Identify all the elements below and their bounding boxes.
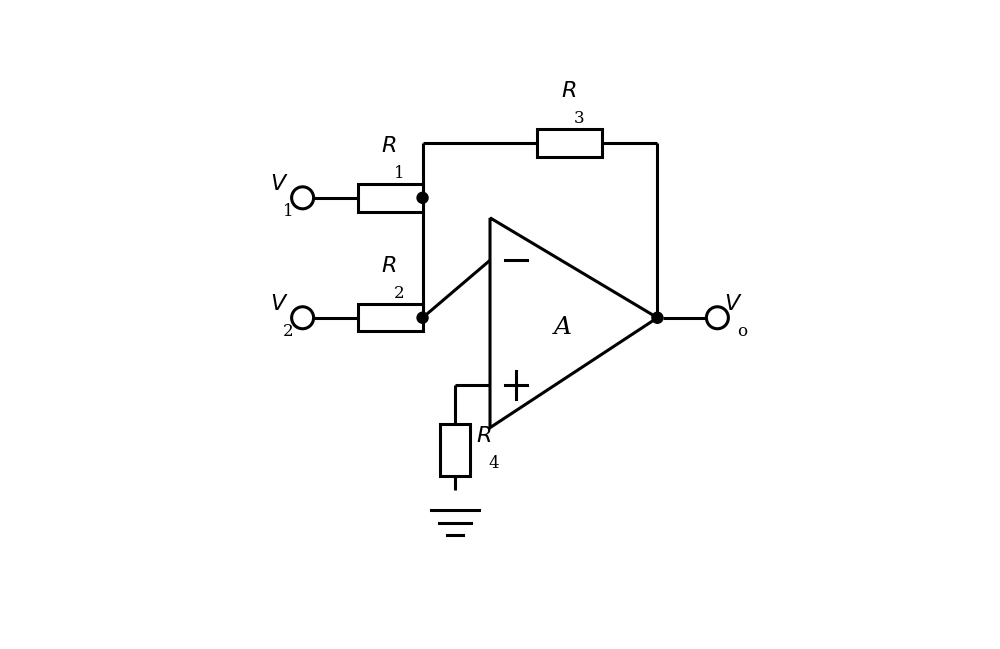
Text: $R$: $R$ xyxy=(476,425,491,447)
Text: $R$: $R$ xyxy=(381,255,396,277)
Text: 1: 1 xyxy=(394,165,404,182)
Text: $V$: $V$ xyxy=(270,293,289,315)
Text: $V$: $V$ xyxy=(724,293,742,315)
Text: $R$: $R$ xyxy=(561,80,576,103)
Text: 4: 4 xyxy=(489,455,499,472)
Text: A: A xyxy=(553,316,571,339)
Text: 1: 1 xyxy=(283,202,294,220)
Bar xyxy=(358,184,423,212)
Bar xyxy=(358,304,423,332)
Circle shape xyxy=(652,312,663,323)
Bar xyxy=(537,129,602,156)
Text: o: o xyxy=(737,323,747,339)
Text: 2: 2 xyxy=(283,323,294,339)
Circle shape xyxy=(292,187,314,209)
Text: 3: 3 xyxy=(574,110,584,127)
Circle shape xyxy=(417,312,428,323)
Text: $R$: $R$ xyxy=(381,136,396,157)
Bar xyxy=(440,424,470,476)
Circle shape xyxy=(706,307,728,329)
Text: 2: 2 xyxy=(394,286,404,302)
Text: $V$: $V$ xyxy=(270,173,289,195)
Circle shape xyxy=(417,192,428,203)
Circle shape xyxy=(292,307,314,329)
